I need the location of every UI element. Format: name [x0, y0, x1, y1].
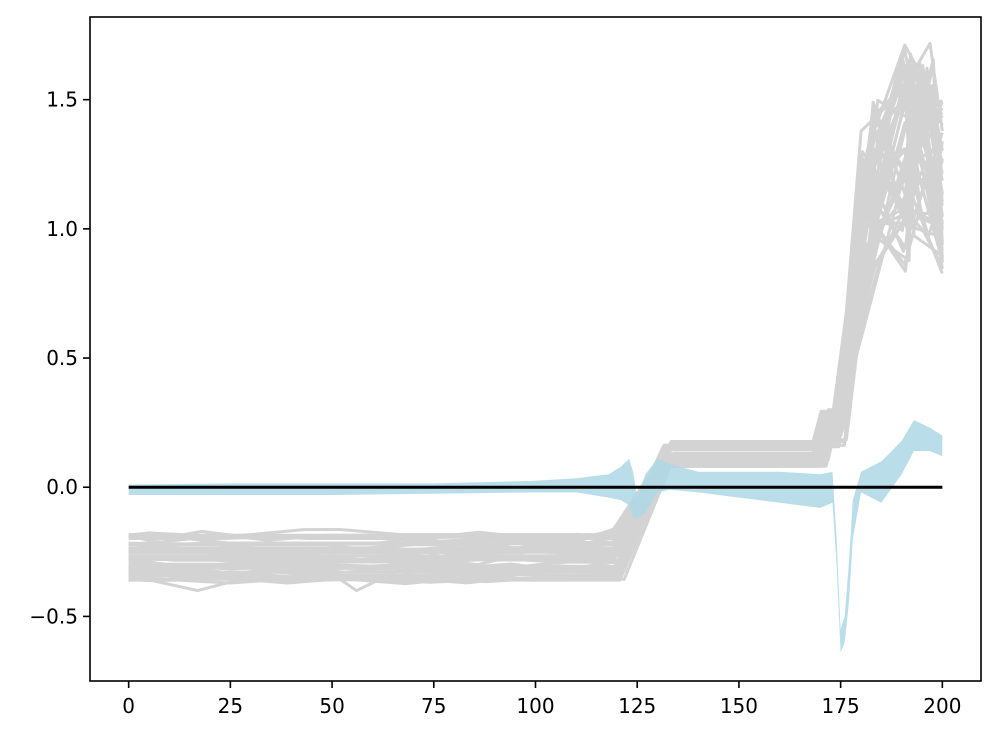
gray-series-line [128, 65, 944, 574]
x-tick-label: 50 [319, 694, 344, 718]
gray-series-line [128, 86, 944, 586]
gray-series-line [128, 156, 944, 573]
x-tick-label: 100 [516, 694, 554, 718]
uncertainty-band [128, 420, 943, 653]
gray-series-line [128, 149, 944, 585]
gray-series-line [128, 41, 944, 593]
y-tick-label: 0.5 [46, 346, 78, 370]
y-tick-label: 0.0 [46, 475, 78, 499]
plot-area [128, 41, 944, 653]
gray-series-line [128, 159, 944, 551]
gray-series-line [128, 111, 944, 582]
x-tick-label: 150 [720, 694, 758, 718]
x-tick-label: 75 [421, 694, 446, 718]
gray-series-line [128, 211, 943, 585]
gray-series-line [128, 84, 944, 539]
x-tick-label: 200 [923, 694, 961, 718]
x-tick-label: 175 [822, 694, 860, 718]
axes: 0 25 50 75 100 125 150 175 200 −0.5 0.0 0.5 1.0 1.5 [29, 16, 982, 718]
gray-series-line [128, 101, 944, 585]
gray-series-line [128, 135, 944, 555]
x-tick-label: 0 [122, 694, 135, 718]
gray-series-line [128, 63, 944, 546]
gray-series-line [128, 94, 944, 540]
x-tick-label: 25 [218, 694, 243, 718]
gray-series-line [128, 52, 944, 544]
y-tick-label: 1.0 [46, 217, 78, 241]
gray-series-line [128, 140, 944, 593]
y-tick-label: 1.5 [46, 88, 78, 112]
y-tick-label: −0.5 [29, 604, 78, 628]
gray-series-line [128, 213, 944, 563]
x-tick-label: 125 [618, 694, 656, 718]
